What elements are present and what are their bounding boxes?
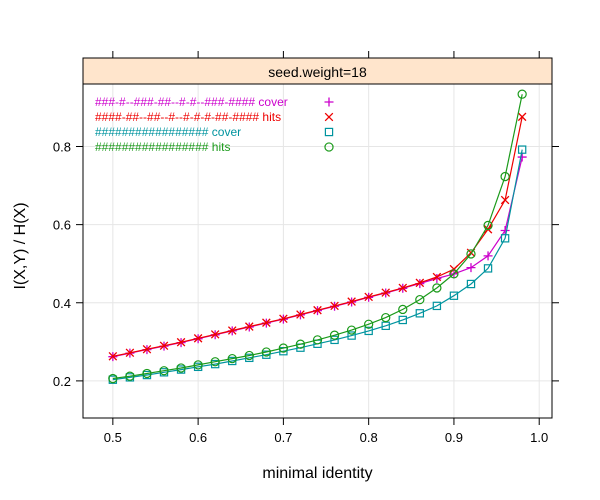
data-point-s2-18 (415, 309, 425, 318)
legend-marker-2 (324, 127, 334, 137)
x-tick-label-2: 0.7 (274, 430, 292, 445)
data-point-s3-9 (261, 347, 271, 357)
data-point-s1-12 (313, 305, 322, 315)
data-point-s3-10 (278, 343, 289, 353)
data-point-s3-4 (176, 363, 186, 373)
data-point-s2-13 (330, 335, 339, 345)
data-point-s1-15 (364, 292, 373, 302)
data-point-s3-8 (244, 350, 254, 361)
data-point-s1-24 (517, 112, 527, 122)
data-point-s3-14 (346, 325, 357, 335)
data-point-s1-14 (347, 297, 356, 306)
data-point-s3-2 (142, 368, 152, 379)
panel-strip-background (82, 57, 553, 85)
legend-marker-0 (324, 97, 334, 107)
legend-label-0: ###-#--###-##--#-#--###-#### cover (95, 95, 288, 109)
y-tick-label-3: 0.8 (53, 140, 71, 155)
legend-label-3: ################# hits (95, 140, 230, 154)
data-point-s3-24 (517, 89, 527, 99)
data-point-s1-16 (381, 288, 391, 297)
series-layer (108, 89, 527, 384)
y-tick-label-1: 0.4 (53, 296, 71, 311)
data-point-s1-6 (210, 330, 220, 339)
series-line-0 (112, 156, 523, 358)
data-point-s3-17 (398, 304, 408, 315)
series-line-2 (112, 149, 523, 381)
data-point-s3-15 (364, 319, 374, 329)
x-axis-label: minimal identity (262, 465, 372, 482)
y-tick-label-2: 0.6 (53, 218, 71, 233)
legend-label-2: ################# cover (95, 125, 241, 139)
data-point-s0-22 (483, 251, 493, 261)
data-point-s2-17 (398, 315, 407, 325)
y-tick-label-0: 0.2 (53, 374, 71, 389)
data-point-s3-3 (159, 366, 169, 376)
data-point-s3-21 (466, 249, 476, 259)
x-tick-label-3: 0.8 (360, 430, 378, 445)
data-point-s0-23 (500, 225, 510, 235)
data-point-s2-14 (347, 331, 356, 340)
data-point-s3-18 (415, 294, 425, 305)
y-axis-label: I(X,Y) / H(X) (12, 202, 29, 289)
data-point-s2-19 (432, 301, 442, 311)
data-point-s1-5 (193, 334, 203, 343)
series-0 (108, 152, 527, 362)
data-point-s3-1 (125, 371, 135, 381)
data-point-s3-12 (312, 335, 323, 345)
data-point-s3-20 (449, 269, 459, 279)
data-point-s1-18 (415, 278, 425, 288)
data-point-s2-24 (517, 145, 527, 154)
data-point-s2-20 (449, 291, 459, 300)
data-point-s1-9 (262, 318, 271, 327)
data-point-s0-21 (466, 263, 476, 273)
data-point-s2-21 (466, 279, 476, 289)
legend-marker-1 (324, 112, 334, 122)
data-point-s2-15 (364, 326, 373, 336)
data-point-s3-23 (500, 171, 510, 182)
data-point-s1-10 (279, 314, 288, 324)
plot-frame (82, 83, 553, 419)
data-point-s1-13 (330, 301, 339, 311)
data-point-s1-1 (125, 348, 135, 358)
data-point-s3-19 (432, 283, 442, 293)
series-3 (108, 89, 527, 384)
data-point-s0-24 (517, 152, 527, 162)
x-tick-label-4: 0.9 (445, 430, 463, 445)
data-point-s3-11 (295, 339, 306, 349)
data-point-s1-17 (398, 283, 408, 293)
legend-label-1: ####-##--##--#--#-#-#-##-#### hits (95, 110, 281, 124)
grid (83, 84, 552, 418)
legend: ###-#--###-##--#-#--###-#### cover####-#… (95, 95, 334, 154)
data-point-s3-6 (210, 357, 220, 367)
data-point-s3-0 (108, 373, 118, 384)
panel-strip: seed.weight=18 (82, 57, 553, 85)
data-point-s1-19 (432, 272, 442, 282)
data-point-s2-22 (483, 264, 493, 273)
data-point-s1-3 (159, 341, 169, 351)
data-point-s3-13 (329, 330, 340, 340)
x-tick-label-5: 1.0 (530, 430, 548, 445)
series-2 (108, 145, 527, 384)
legend-marker-3 (324, 142, 334, 152)
series-1 (108, 112, 527, 361)
data-point-s1-4 (176, 337, 186, 347)
axes: 0.5 0.6 0.7 0.8 0.9 1.0 0.2 0.4 0.6 0.8 (53, 51, 559, 445)
data-point-s3-5 (193, 360, 203, 370)
data-point-s3-7 (227, 353, 237, 364)
data-point-s1-2 (142, 344, 152, 354)
data-point-s1-8 (244, 322, 254, 331)
data-point-s3-16 (381, 312, 391, 323)
x-tick-label-0: 0.5 (104, 430, 122, 445)
data-point-s2-23 (500, 234, 510, 243)
data-point-s1-0 (108, 351, 118, 361)
data-point-s1-7 (227, 326, 237, 335)
series-line-3 (112, 94, 523, 380)
panel-title: seed.weight=18 (268, 64, 367, 80)
data-point-s3-22 (483, 220, 493, 231)
data-point-s1-23 (500, 195, 510, 205)
x-tick-label-1: 0.6 (189, 430, 207, 445)
data-point-s1-11 (296, 310, 305, 319)
